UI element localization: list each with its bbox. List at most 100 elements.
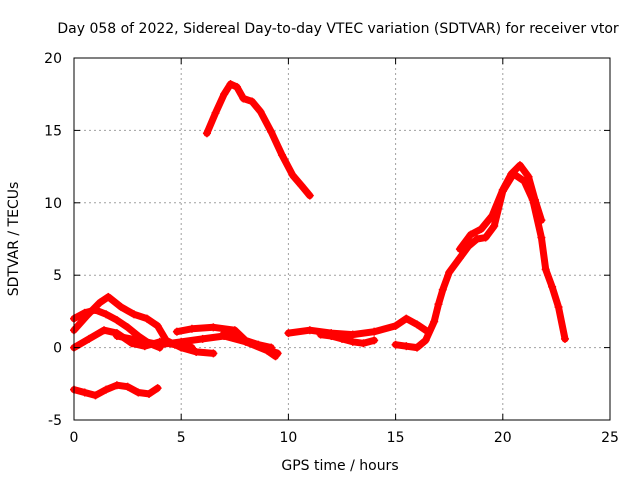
data-point bbox=[413, 343, 422, 352]
data-point bbox=[117, 303, 126, 312]
x-tick-label: 0 bbox=[70, 430, 79, 446]
data-point bbox=[370, 327, 379, 336]
data-point bbox=[316, 330, 325, 339]
data-point bbox=[445, 268, 454, 277]
data-point bbox=[359, 339, 368, 348]
data-point bbox=[548, 282, 557, 291]
data-point bbox=[95, 298, 104, 307]
data-point bbox=[237, 334, 246, 343]
y-tick-label: 20 bbox=[44, 51, 62, 67]
data-point bbox=[85, 334, 94, 343]
data-point bbox=[438, 285, 447, 294]
data-point bbox=[247, 97, 256, 106]
data-point bbox=[209, 323, 218, 332]
series-line-track-l bbox=[456, 161, 545, 253]
data-point bbox=[524, 172, 533, 181]
data-point bbox=[473, 235, 482, 243]
data-point bbox=[112, 381, 121, 390]
data-point bbox=[554, 303, 563, 312]
data-point bbox=[100, 326, 109, 335]
data-point bbox=[488, 211, 497, 220]
x-tick-label: 25 bbox=[601, 430, 619, 446]
data-point bbox=[209, 349, 218, 358]
data-point bbox=[327, 332, 336, 341]
data-point bbox=[348, 337, 357, 346]
data-point bbox=[466, 230, 475, 239]
data-point bbox=[123, 323, 132, 332]
series-line-track-k bbox=[392, 170, 569, 352]
x-axis-label: GPS time / hours bbox=[281, 458, 398, 474]
data-point bbox=[288, 171, 297, 180]
data-point bbox=[348, 330, 357, 339]
data-point bbox=[338, 334, 346, 343]
y-axis-label: SDTVAR / TECUs bbox=[6, 182, 22, 297]
data-point bbox=[187, 324, 196, 333]
grid bbox=[74, 58, 610, 420]
data-point bbox=[273, 349, 282, 358]
data-point bbox=[391, 321, 400, 330]
data-point bbox=[391, 340, 400, 349]
data-point bbox=[402, 314, 411, 323]
data-point bbox=[481, 233, 490, 242]
data-point bbox=[220, 329, 229, 338]
data-point bbox=[187, 343, 196, 352]
chart-title: Day 058 of 2022, Sidereal Day-to-day VTE… bbox=[57, 21, 619, 37]
data-point bbox=[226, 80, 235, 89]
data-point bbox=[130, 310, 139, 319]
data-point bbox=[430, 317, 439, 326]
data-point bbox=[413, 320, 422, 329]
data-point bbox=[537, 216, 546, 225]
data-point bbox=[202, 129, 211, 138]
data-point bbox=[541, 265, 550, 274]
x-tick-label: 20 bbox=[494, 430, 512, 446]
data-point bbox=[102, 310, 111, 319]
data-point bbox=[305, 326, 314, 335]
data-point bbox=[297, 181, 306, 190]
data-point bbox=[455, 245, 464, 254]
data-point bbox=[134, 388, 143, 397]
data-point bbox=[112, 332, 121, 341]
data-point bbox=[102, 385, 111, 394]
data-point bbox=[80, 388, 89, 397]
data-point bbox=[267, 127, 276, 136]
data-point bbox=[230, 326, 239, 335]
data-point bbox=[123, 382, 132, 391]
x-tick-label: 15 bbox=[387, 430, 405, 446]
data-point bbox=[232, 82, 241, 91]
data-point bbox=[177, 337, 186, 346]
data-point bbox=[370, 336, 379, 345]
data-point bbox=[145, 389, 154, 398]
data-point bbox=[153, 321, 162, 330]
data-point bbox=[252, 340, 261, 349]
data-point bbox=[515, 161, 524, 170]
data-point bbox=[560, 334, 569, 343]
data-point bbox=[434, 300, 443, 309]
y-tick-label: 0 bbox=[53, 341, 62, 357]
series-layer bbox=[70, 80, 569, 400]
data-point bbox=[211, 109, 220, 118]
data-point bbox=[220, 90, 229, 99]
plot-frame bbox=[73, 57, 611, 421]
data-point bbox=[104, 292, 113, 301]
data-point bbox=[256, 107, 265, 116]
data-point bbox=[455, 253, 464, 262]
y-tick-label: 10 bbox=[44, 196, 62, 212]
data-point bbox=[421, 336, 430, 345]
data-point bbox=[239, 94, 248, 103]
data-point bbox=[262, 345, 271, 354]
data-point bbox=[537, 233, 546, 242]
data-point bbox=[172, 327, 181, 336]
data-point bbox=[507, 169, 516, 178]
data-point bbox=[277, 151, 286, 160]
x-tick-label: 5 bbox=[177, 430, 186, 446]
data-point bbox=[402, 342, 411, 351]
data-point bbox=[498, 185, 507, 194]
data-point bbox=[112, 316, 121, 325]
data-point bbox=[153, 384, 162, 393]
x-tick-label: 10 bbox=[279, 430, 297, 446]
data-point bbox=[91, 391, 100, 400]
data-point bbox=[198, 334, 207, 343]
data-point bbox=[477, 224, 486, 233]
